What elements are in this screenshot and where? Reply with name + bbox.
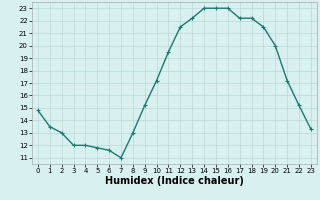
X-axis label: Humidex (Indice chaleur): Humidex (Indice chaleur): [105, 176, 244, 186]
